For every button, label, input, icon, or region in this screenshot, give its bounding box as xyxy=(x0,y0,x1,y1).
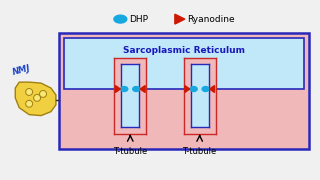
Bar xyxy=(191,64,209,89)
Bar xyxy=(209,89,215,127)
Bar xyxy=(121,64,139,89)
Circle shape xyxy=(40,91,46,97)
Text: T-tubule: T-tubule xyxy=(182,147,217,156)
Ellipse shape xyxy=(202,87,209,91)
Bar xyxy=(184,89,191,127)
Bar xyxy=(114,89,121,127)
Polygon shape xyxy=(116,86,120,93)
Bar xyxy=(209,57,215,89)
Circle shape xyxy=(26,100,33,107)
Ellipse shape xyxy=(133,87,140,91)
Text: NMJ: NMJ xyxy=(11,64,31,77)
Polygon shape xyxy=(15,82,56,116)
Bar xyxy=(64,38,304,89)
Bar xyxy=(139,57,146,89)
Polygon shape xyxy=(175,14,185,24)
Polygon shape xyxy=(140,86,145,93)
Text: Sarcoplasmic Reticulum: Sarcoplasmic Reticulum xyxy=(123,46,245,55)
Bar xyxy=(114,127,146,134)
Text: DHP: DHP xyxy=(129,15,148,24)
Bar xyxy=(121,89,139,127)
Text: Ryanodine: Ryanodine xyxy=(187,15,234,24)
Bar xyxy=(191,89,209,127)
Text: T-tubule: T-tubule xyxy=(113,147,148,156)
Bar xyxy=(114,57,121,89)
Bar xyxy=(184,127,215,134)
Circle shape xyxy=(26,89,33,95)
Bar xyxy=(59,33,309,149)
Circle shape xyxy=(34,94,41,101)
Polygon shape xyxy=(185,86,190,93)
Ellipse shape xyxy=(190,87,197,91)
Ellipse shape xyxy=(114,15,127,23)
Bar xyxy=(139,89,146,127)
Ellipse shape xyxy=(121,87,128,91)
Bar xyxy=(184,57,191,89)
Bar xyxy=(184,57,215,64)
Bar xyxy=(114,57,146,64)
Polygon shape xyxy=(210,86,214,93)
